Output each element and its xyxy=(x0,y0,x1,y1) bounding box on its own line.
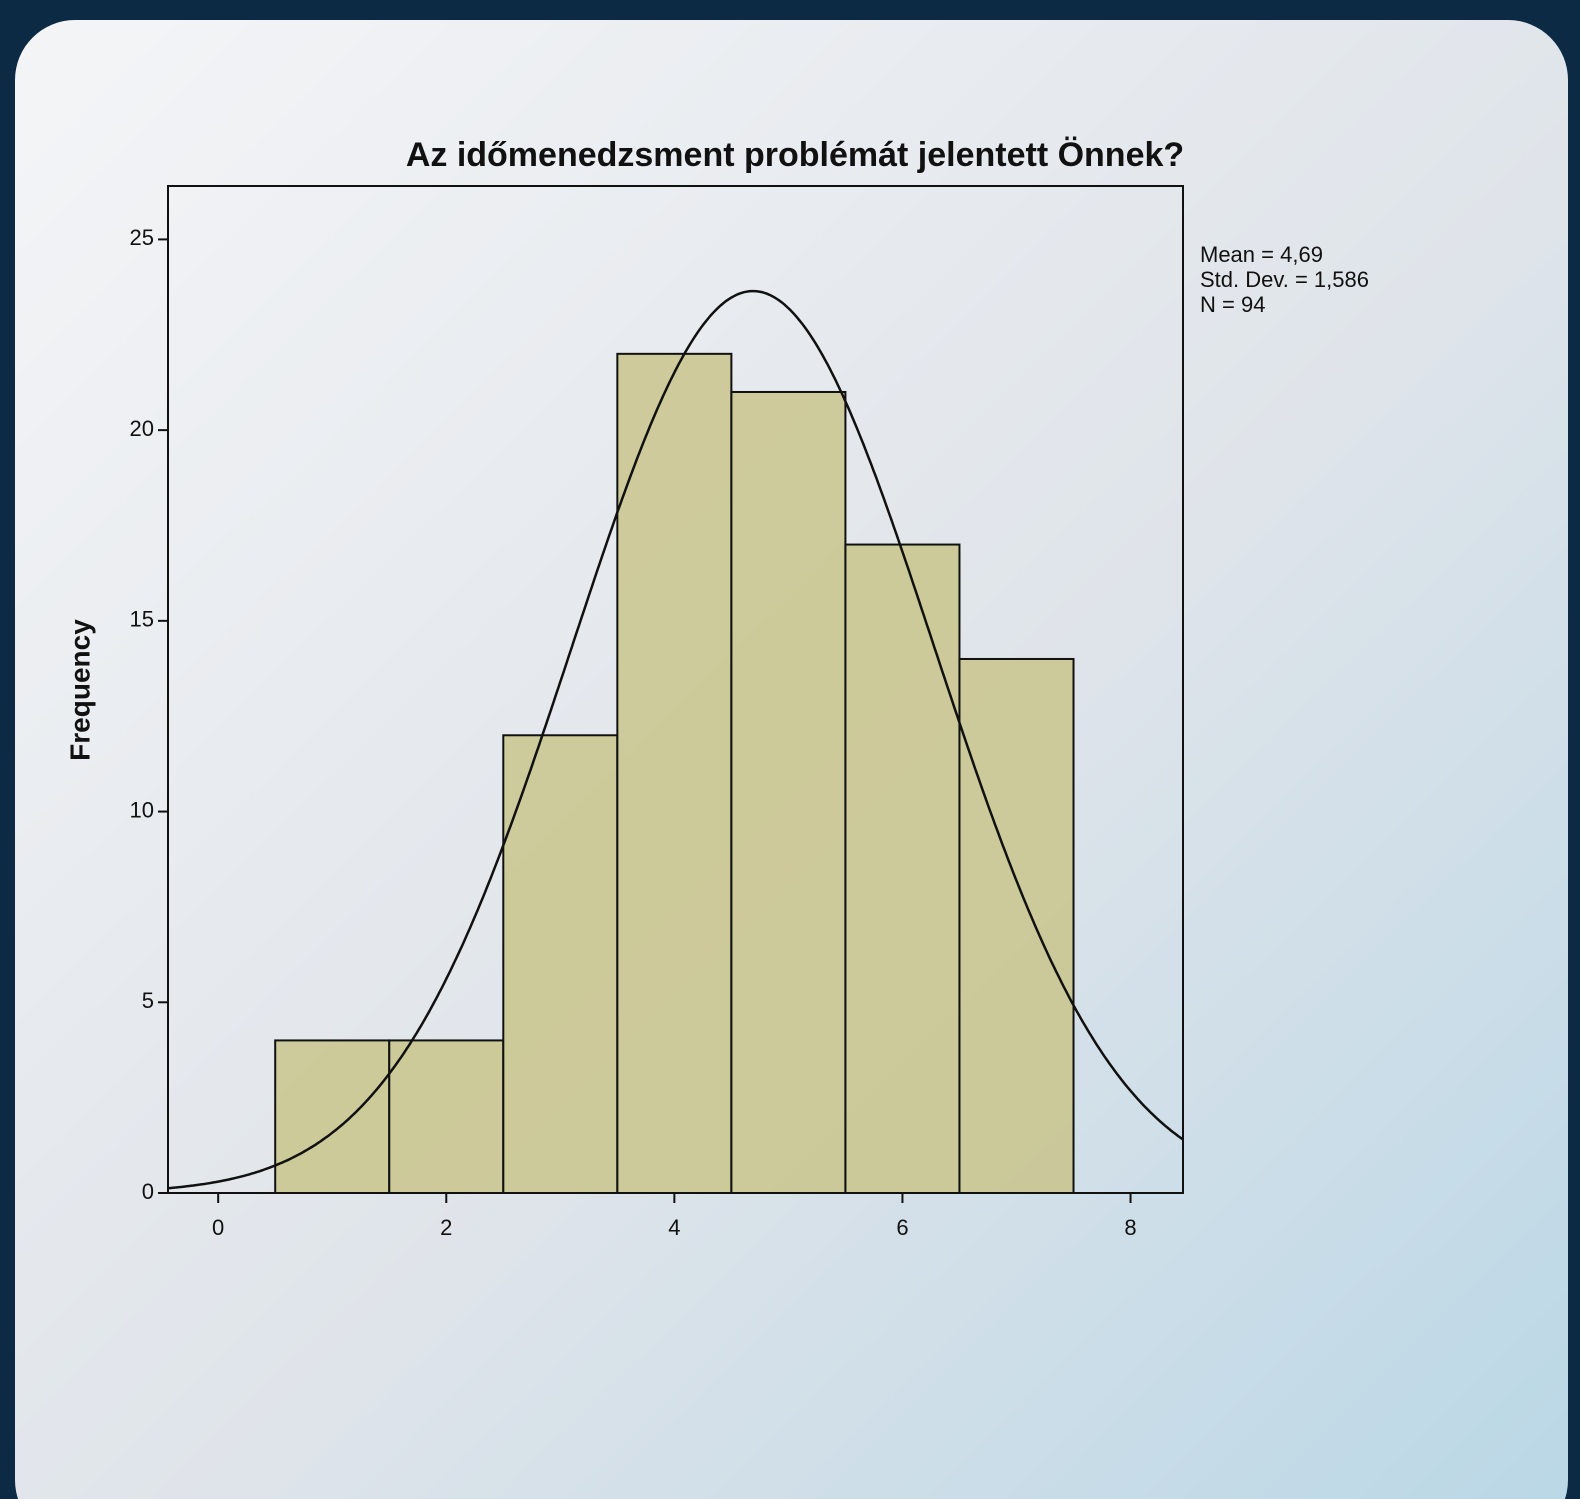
x-tick-label: 6 xyxy=(896,1215,908,1240)
y-tick-label: 0 xyxy=(142,1179,154,1204)
y-tick-label: 15 xyxy=(130,607,154,632)
y-tick-label: 10 xyxy=(130,797,154,822)
stats-label: Std. Dev. = 1,586 xyxy=(1200,267,1369,292)
x-tick-label: 8 xyxy=(1124,1215,1136,1240)
stats-label: Mean = 4,69 xyxy=(1200,242,1323,267)
bar xyxy=(730,390,847,1194)
x-tick-label: 0 xyxy=(212,1215,224,1240)
y-axis-label: Frequency xyxy=(64,619,95,761)
bar xyxy=(958,657,1075,1194)
x-tick-label: 2 xyxy=(440,1215,452,1240)
y-tick-label: 20 xyxy=(130,416,154,441)
plot-frame xyxy=(167,185,1184,1194)
y-tick-label: 25 xyxy=(130,225,154,250)
bar xyxy=(844,543,961,1194)
stats-label: N = 94 xyxy=(1200,292,1265,317)
x-tick-label: 4 xyxy=(668,1215,680,1240)
y-tick-label: 5 xyxy=(142,988,154,1013)
bar xyxy=(502,734,619,1194)
bar xyxy=(274,1039,391,1194)
chart-title: Az időmenedzsment problémát jelentett Ön… xyxy=(406,136,1184,174)
bar xyxy=(616,352,733,1195)
normal-curve xyxy=(167,289,1184,1190)
bar xyxy=(388,1039,505,1194)
